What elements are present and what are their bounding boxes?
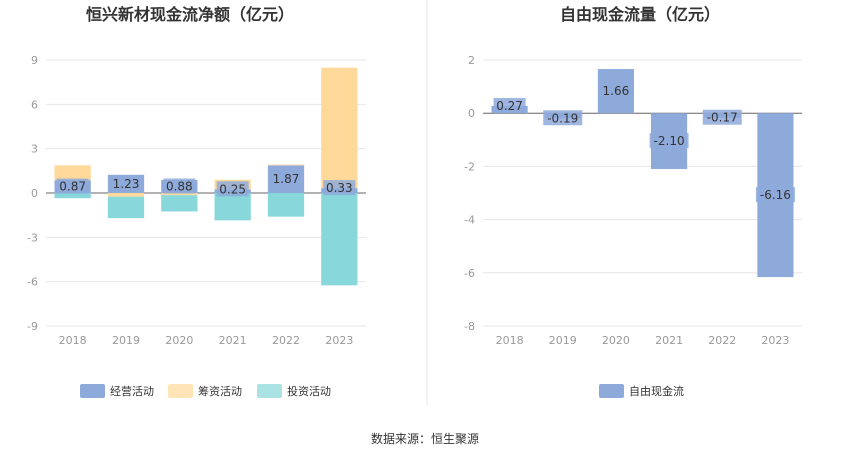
x-tick-label: 2018 (496, 334, 524, 347)
free-cash-flow-chart: 自由现金流量（亿元） 2 0 -2 -4 -6 -8 2018 2019 2020 2021 2022… (464, 5, 802, 398)
data-label: -0.19 (547, 111, 578, 125)
x-tick-label: 2022 (708, 334, 736, 347)
legend-label: 筹资活动 (198, 384, 242, 398)
y-tick-label: -6 (27, 276, 38, 289)
y-tick-label: -6 (464, 267, 475, 280)
bar-3-2020 (161, 195, 198, 212)
y-tick-label: 9 (31, 54, 38, 67)
y-tick-label: 2 (468, 54, 475, 67)
chart-title: 恒兴新材现金流净额（亿元） (86, 5, 294, 24)
data-label-bg (110, 175, 142, 191)
bar-2-2020 (161, 193, 198, 196)
data-label: 0.87 (59, 180, 86, 194)
x-tick-label: 2020 (602, 334, 630, 347)
data-label: 1.87 (273, 172, 300, 186)
x-tick-label: 2023 (761, 334, 789, 347)
y-tick-label: -2 (464, 160, 475, 173)
bar-3-2021 (214, 193, 251, 221)
y-tick-label: -4 (464, 214, 475, 227)
data-label-bg (270, 171, 302, 187)
data-label-bg (599, 83, 632, 99)
x-tick-label: 2022 (272, 334, 300, 347)
data-label-bg (493, 98, 526, 114)
y-tick-label: -8 (464, 320, 475, 333)
data-label-bg (755, 187, 795, 203)
x-tick-label: 2019 (549, 334, 577, 347)
data-label-bg (543, 110, 583, 126)
bar-3-2019 (107, 196, 145, 219)
data-label-bg (56, 178, 89, 194)
y-tick-label: -9 (27, 320, 38, 333)
legend-swatch (599, 384, 624, 398)
x-tick-label: 2021 (219, 334, 247, 347)
x-tick-label: 2019 (112, 334, 140, 347)
data-label: 0.33 (326, 181, 353, 195)
cash-flow-net-chart: 恒兴新材现金流净额（亿元） 9 6 3 0 -3 -6 -9 2018 2019 2020 2021 2… (27, 5, 366, 398)
legend-swatch (168, 384, 193, 398)
bar-2-2019 (107, 193, 145, 197)
data-label: 0.88 (166, 179, 193, 193)
bar-2-2018 (54, 165, 91, 181)
bar-2-2022 (267, 164, 305, 166)
data-label: 0.25 (219, 182, 246, 196)
legend-label: 经营活动 (110, 384, 154, 398)
data-label: -0.17 (707, 111, 738, 125)
data-label-bg (649, 133, 689, 149)
x-tick-label: 2020 (165, 334, 193, 347)
legend-label: 投资活动 (287, 384, 331, 398)
bar-3-2022 (267, 193, 305, 217)
y-tick-label: 6 (31, 98, 38, 111)
data-label-bg (702, 109, 742, 125)
legend-swatch (80, 384, 105, 398)
data-label: -2.10 (654, 134, 685, 148)
data-label: -6.16 (760, 188, 791, 202)
data-label-bg (323, 180, 356, 196)
y-tick-label: 0 (468, 107, 475, 120)
bar-2-2023 (321, 67, 358, 189)
x-tick-label: 2021 (655, 334, 683, 347)
x-tick-label: 2018 (59, 334, 87, 347)
data-source-note: 数据来源：恒生聚源 (370, 432, 479, 446)
legend-label: 自由现金流 (629, 384, 684, 398)
x-tick-label: 2023 (325, 334, 353, 347)
bar-3-2018 (54, 193, 91, 199)
data-label-bg (163, 178, 196, 194)
y-tick-label: -3 (27, 231, 38, 244)
data-label: 1.23 (113, 177, 140, 191)
y-tick-label: 0 (31, 187, 38, 200)
bar-3-2023 (321, 193, 358, 286)
y-tick-label: 3 (31, 143, 38, 156)
data-label: 0.27 (496, 99, 523, 113)
legend-swatch (257, 384, 282, 398)
data-label: 1.66 (603, 84, 630, 98)
chart-title: 自由现金流量（亿元） (560, 5, 720, 24)
data-label-bg (216, 181, 249, 197)
